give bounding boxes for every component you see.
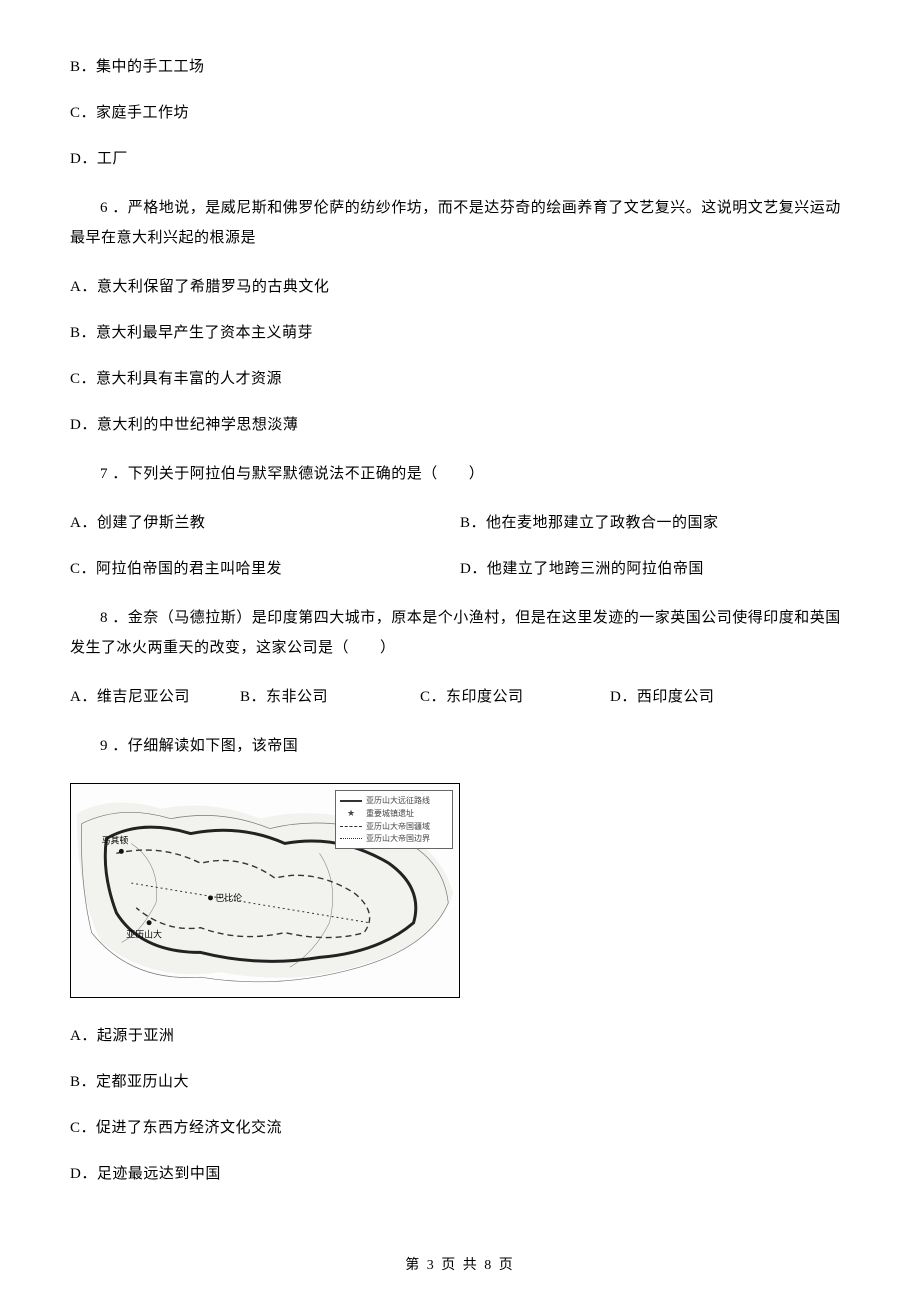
q9-option-d: D．足迹最远达到中国 bbox=[70, 1162, 850, 1186]
q5-option-c: C．家庭手工作坊 bbox=[70, 101, 850, 125]
map-label-babylon: 巴比伦 bbox=[215, 892, 242, 903]
q7-option-a: A．创建了伊斯兰教 bbox=[70, 511, 460, 535]
legend-row-4: 亚历山大帝国边界 bbox=[340, 833, 448, 844]
legend-dash-icon bbox=[340, 826, 362, 827]
q6-option-b: B．意大利最早产生了资本主义萌芽 bbox=[70, 321, 850, 345]
legend-dot-icon bbox=[340, 838, 362, 839]
q7-stem: 7 ．下列关于阿拉伯与默罕默德说法不正确的是（ ） bbox=[70, 459, 850, 489]
map-label-macedon: 马其顿 bbox=[102, 834, 129, 845]
q7-option-d: D．他建立了地跨三洲的阿拉伯帝国 bbox=[460, 557, 850, 581]
q7-options-row2: C．阿拉伯帝国的君主叫哈里发 D．他建立了地跨三洲的阿拉伯帝国 bbox=[70, 557, 850, 581]
q6-option-a: A．意大利保留了希腊罗马的古典文化 bbox=[70, 275, 850, 299]
q9-option-b: B．定都亚历山大 bbox=[70, 1070, 850, 1094]
map-label-alex: 亚历山大 bbox=[126, 929, 162, 940]
map-figure: 马其顿 亚历山大 巴比伦 亚历山大远征路线 ★ 重要城镇遗址 亚历山大帝国疆域 … bbox=[70, 783, 460, 998]
q5-option-b: B．集中的手工工场 bbox=[70, 55, 850, 79]
page: B．集中的手工工场 C．家庭手工作坊 D．工厂 6 ．严格地说，是威尼斯和佛罗伦… bbox=[0, 0, 920, 1302]
q5-option-d: D．工厂 bbox=[70, 147, 850, 171]
legend-line-icon bbox=[340, 800, 362, 802]
q8-stem: 8 ．金奈（马德拉斯）是印度第四大城市，原本是个小渔村，但是在这里发迹的一家英国… bbox=[70, 603, 850, 663]
q8-options: A．维吉尼亚公司 B．东非公司 C．东印度公司 D．西印度公司 bbox=[70, 685, 850, 709]
legend-row-3: 亚历山大帝国疆域 bbox=[340, 821, 448, 832]
legend-star-icon: ★ bbox=[340, 807, 362, 820]
q8-option-a: A．维吉尼亚公司 bbox=[70, 685, 240, 709]
q6-stem: 6 ．严格地说，是威尼斯和佛罗伦萨的纺纱作坊，而不是达芬奇的绘画养育了文艺复兴。… bbox=[70, 193, 850, 253]
q8-option-c: C．东印度公司 bbox=[420, 685, 610, 709]
q9-option-c: C．促进了东西方经济文化交流 bbox=[70, 1116, 850, 1140]
q7-option-b: B．他在麦地那建立了政教合一的国家 bbox=[460, 511, 850, 535]
legend-row-1: 亚历山大远征路线 bbox=[340, 795, 448, 806]
legend-text-1: 亚历山大远征路线 bbox=[366, 795, 430, 806]
q7-options-row1: A．创建了伊斯兰教 B．他在麦地那建立了政教合一的国家 bbox=[70, 511, 850, 535]
q9-stem: 9 ．仔细解读如下图，该帝国 bbox=[70, 731, 850, 761]
page-footer: 第 3 页 共 8 页 bbox=[0, 1254, 920, 1274]
q9-option-a: A．起源于亚洲 bbox=[70, 1024, 850, 1048]
legend-row-2: ★ 重要城镇遗址 bbox=[340, 807, 448, 820]
legend-text-4: 亚历山大帝国边界 bbox=[366, 833, 430, 844]
q6-option-d: D．意大利的中世纪神学思想淡薄 bbox=[70, 413, 850, 437]
legend-text-2: 重要城镇遗址 bbox=[366, 808, 414, 819]
q6-stem-text: 6 ．严格地说，是威尼斯和佛罗伦萨的纺纱作坊，而不是达芬奇的绘画养育了文艺复兴。… bbox=[70, 193, 850, 253]
legend-text-3: 亚历山大帝国疆域 bbox=[366, 821, 430, 832]
q8-option-d: D．西印度公司 bbox=[610, 685, 714, 709]
q8-option-b: B．东非公司 bbox=[240, 685, 420, 709]
q7-option-c: C．阿拉伯帝国的君主叫哈里发 bbox=[70, 557, 460, 581]
q8-stem-text: 8 ．金奈（马德拉斯）是印度第四大城市，原本是个小渔村，但是在这里发迹的一家英国… bbox=[70, 603, 850, 663]
q6-option-c: C．意大利具有丰富的人才资源 bbox=[70, 367, 850, 391]
map-legend: 亚历山大远征路线 ★ 重要城镇遗址 亚历山大帝国疆域 亚历山大帝国边界 bbox=[335, 790, 453, 849]
